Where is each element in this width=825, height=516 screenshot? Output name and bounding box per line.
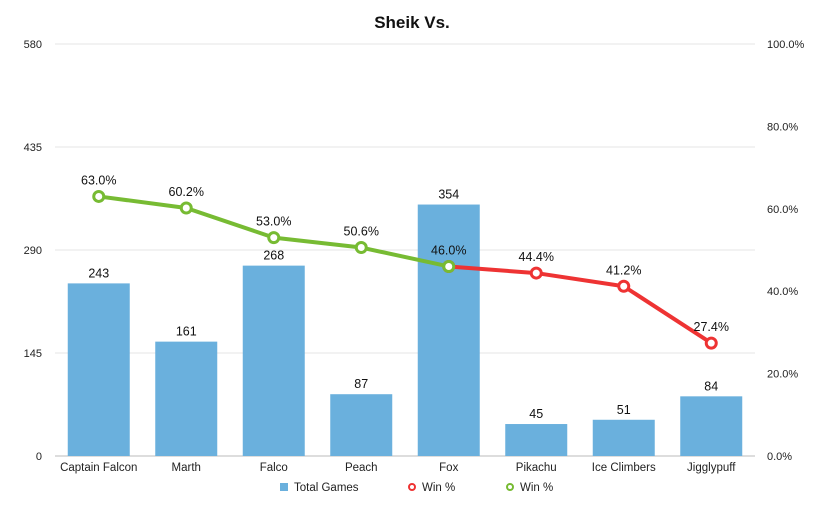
series-point: [92, 189, 106, 203]
x-tick-label: Pikachu: [516, 462, 557, 474]
chart-title: Sheik Vs.: [374, 13, 450, 32]
bar: [592, 419, 655, 456]
line-data-label: 53.0%: [256, 215, 291, 229]
line-data-label: 63.0%: [81, 173, 116, 187]
bar-series: 243 161 268 87 354 45 51 84: [67, 188, 743, 456]
line-data-label: 27.4%: [694, 320, 729, 334]
y-left-tick-label: 145: [24, 348, 42, 360]
series-point: [442, 259, 456, 273]
bar-data-label: 45: [529, 407, 543, 421]
y-left-tick-label: 290: [24, 245, 42, 257]
bar-data-label: 161: [176, 325, 197, 339]
series-point: [179, 201, 193, 215]
bar: [155, 341, 218, 456]
bar-data-label: 51: [617, 403, 631, 417]
x-tick-label: Peach: [345, 462, 378, 474]
line-series: 46.0% 44.4% 41.2% 27.4% 63.0% 60.2% 53.0% 50.6%: [81, 173, 729, 350]
x-tick-label: Fox: [439, 462, 458, 474]
bar-data-label: 87: [354, 377, 368, 391]
x-tick-label: Marth: [172, 462, 201, 474]
series-point: [267, 231, 281, 245]
line-data-label: 46.0%: [431, 243, 466, 257]
legend-swatch-bar: [280, 483, 288, 491]
bar: [330, 394, 393, 456]
bar-data-label: 268: [263, 249, 284, 263]
y-axis-left: 0 145 290 435 580: [24, 39, 42, 463]
y-right-tick-label: 100.0%: [767, 39, 805, 51]
legend: Total Games Win % Win %: [280, 482, 553, 494]
bar-data-label: 84: [704, 379, 718, 393]
legend-swatch-line: [408, 483, 416, 491]
bar: [242, 265, 305, 456]
y-right-tick-label: 40.0%: [767, 286, 798, 298]
y-right-tick-label: 80.0%: [767, 121, 798, 133]
y-left-tick-label: 580: [24, 39, 42, 51]
line-data-label: 44.4%: [519, 250, 554, 264]
x-tick-label: Jigglypuff: [687, 462, 736, 474]
x-tick-label: Falco: [260, 462, 288, 474]
legend-label: Win %: [520, 482, 553, 494]
x-tick-label: Captain Falcon: [60, 462, 137, 474]
x-tick-label: Ice Climbers: [592, 462, 656, 474]
bar-data-label: 354: [438, 188, 459, 202]
bar: [505, 424, 568, 456]
line-data-label: 60.2%: [169, 185, 204, 199]
series-point: [704, 336, 718, 350]
series-point: [529, 266, 543, 280]
legend-label: Win %: [422, 482, 455, 494]
y-right-tick-label: 20.0%: [767, 369, 798, 381]
series-line: [446, 264, 714, 346]
y-left-tick-label: 0: [36, 451, 42, 463]
bar: [417, 204, 480, 456]
line-data-label: 41.2%: [606, 263, 641, 277]
series-point: [617, 279, 631, 293]
series-point: [354, 241, 368, 255]
legend-label: Total Games: [294, 482, 359, 494]
bar: [680, 396, 743, 456]
x-axis: Captain Falcon Marth Falco Peach Fox Pikachu I…: [60, 462, 736, 474]
y-left-tick-label: 435: [24, 142, 42, 154]
line-data-label: 50.6%: [344, 225, 379, 239]
y-right-tick-label: 60.0%: [767, 204, 798, 216]
y-right-tick-label: 0.0%: [767, 451, 792, 463]
bar-data-label: 243: [88, 266, 109, 280]
bar: [67, 283, 130, 456]
y-axis-right: 0.0% 20.0% 40.0% 60.0% 80.0% 100.0%: [767, 39, 805, 463]
legend-swatch-line: [506, 483, 514, 491]
